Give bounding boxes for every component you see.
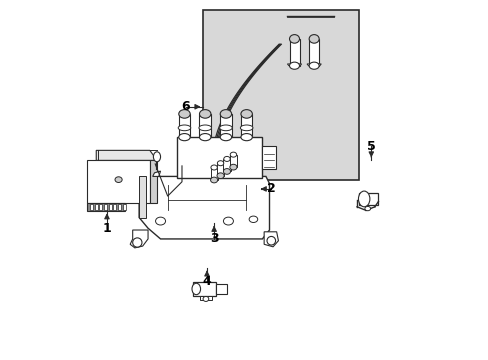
Polygon shape (139, 176, 269, 239)
Text: 5: 5 (366, 140, 375, 153)
Text: 4: 4 (202, 275, 211, 288)
Polygon shape (306, 64, 321, 66)
Ellipse shape (178, 125, 190, 131)
Ellipse shape (223, 217, 233, 225)
Ellipse shape (192, 283, 200, 295)
Bar (90, 204, 93, 210)
Bar (241, 114, 252, 137)
Bar (99, 204, 102, 210)
Text: 6: 6 (181, 100, 189, 113)
Polygon shape (264, 232, 278, 247)
Ellipse shape (179, 134, 190, 141)
Ellipse shape (155, 217, 165, 225)
Ellipse shape (289, 62, 299, 69)
Bar (289, 39, 299, 66)
Ellipse shape (220, 110, 231, 118)
Bar (229, 155, 237, 167)
Bar (118, 204, 121, 210)
Ellipse shape (199, 125, 211, 131)
Text: 1: 1 (102, 222, 111, 235)
Ellipse shape (241, 110, 252, 118)
Bar (122, 204, 125, 210)
Bar (113, 204, 116, 210)
Bar (176, 137, 262, 178)
Ellipse shape (224, 157, 230, 161)
Bar (203, 10, 358, 180)
Bar (308, 39, 319, 66)
Bar (358, 193, 378, 205)
Ellipse shape (308, 62, 319, 69)
Text: 3: 3 (209, 233, 218, 246)
Ellipse shape (153, 152, 160, 162)
Ellipse shape (230, 152, 236, 157)
Ellipse shape (358, 191, 369, 207)
Ellipse shape (248, 216, 257, 222)
Polygon shape (130, 230, 148, 248)
Ellipse shape (289, 35, 299, 43)
Ellipse shape (241, 134, 252, 141)
Ellipse shape (308, 35, 319, 43)
Ellipse shape (203, 296, 208, 301)
Ellipse shape (220, 134, 231, 141)
Ellipse shape (266, 237, 275, 245)
Bar (87, 160, 149, 203)
Bar (108, 204, 111, 210)
Ellipse shape (199, 134, 210, 141)
Ellipse shape (223, 168, 230, 174)
Ellipse shape (219, 125, 232, 131)
Bar (139, 176, 146, 217)
Polygon shape (287, 64, 301, 66)
Ellipse shape (132, 238, 142, 247)
Text: 2: 2 (266, 183, 275, 195)
Bar (199, 114, 210, 137)
Bar (220, 114, 231, 137)
Bar (262, 146, 275, 169)
Ellipse shape (217, 161, 224, 166)
Ellipse shape (229, 164, 237, 170)
Ellipse shape (240, 125, 252, 131)
Ellipse shape (115, 177, 122, 183)
Bar (217, 163, 224, 176)
Bar (210, 167, 217, 180)
Bar (87, 203, 124, 211)
Polygon shape (96, 150, 157, 160)
Bar (95, 204, 98, 210)
Polygon shape (152, 171, 160, 176)
Bar (200, 296, 212, 300)
Ellipse shape (210, 177, 217, 183)
Ellipse shape (179, 110, 190, 118)
Bar (223, 159, 230, 171)
Bar (216, 284, 226, 294)
Ellipse shape (199, 110, 210, 118)
Bar (104, 204, 107, 210)
Ellipse shape (217, 173, 224, 179)
Ellipse shape (364, 206, 370, 211)
Bar (192, 282, 216, 296)
Polygon shape (149, 160, 157, 203)
Ellipse shape (210, 165, 217, 170)
Bar (179, 114, 190, 137)
